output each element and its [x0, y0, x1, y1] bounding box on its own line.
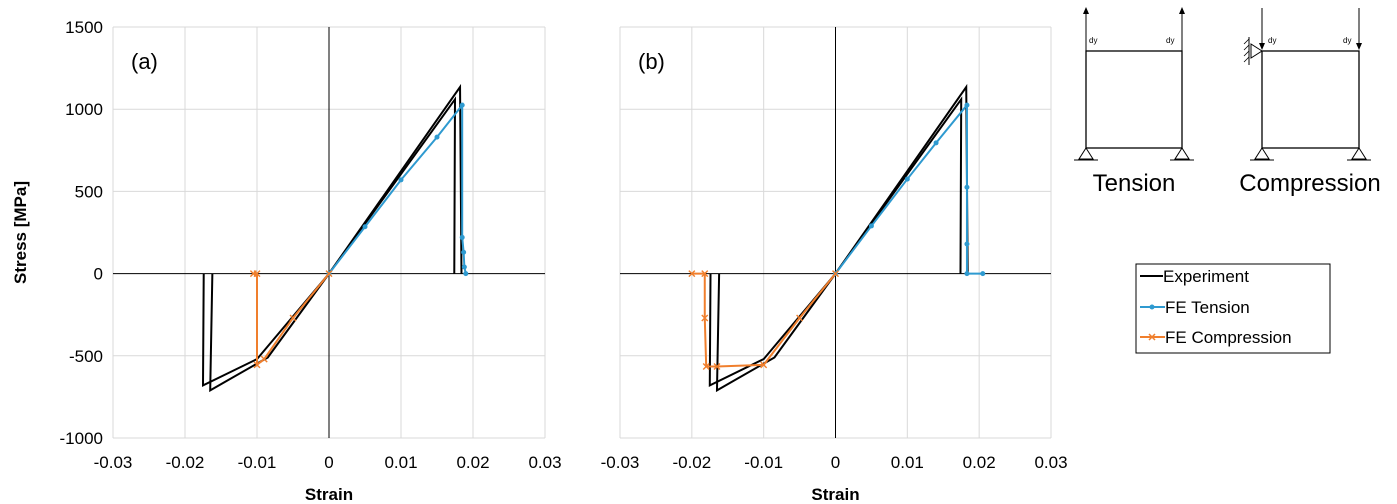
x-tick-label: -0.03 — [601, 453, 640, 472]
data-point-fe-tension — [980, 271, 986, 277]
tension-load-label-left: dy — [1089, 36, 1097, 45]
y-tick-label: 1500 — [65, 18, 103, 37]
compression-load-label-left: dy — [1268, 36, 1276, 45]
tension-support-right — [1174, 147, 1190, 160]
series-line-experiment — [715, 273, 837, 393]
data-point-fe-compression — [702, 362, 710, 370]
data-point-fe-tension — [964, 102, 970, 108]
x-axis-title: Strain — [811, 485, 859, 504]
panel-label: (a) — [131, 49, 158, 74]
data-point-fe-tension — [459, 234, 465, 240]
legend-entry-fe-tension: FE Tension — [1140, 298, 1250, 317]
compression-wall-hatch — [1243, 38, 1250, 63]
series-line-experiment — [328, 83, 463, 275]
x-tick-label: -0.01 — [744, 453, 783, 472]
panel-label: (b) — [638, 49, 665, 74]
x-tick-label: 0.01 — [384, 453, 417, 472]
x-tick-label: -0.01 — [238, 453, 277, 472]
series-line-experiment — [834, 96, 963, 275]
tension-load-label-right: dy — [1166, 36, 1174, 45]
data-point-fe-tension — [398, 177, 404, 183]
compression-caption: Compression — [1239, 170, 1380, 197]
legend-box — [1135, 263, 1331, 354]
data-point-fe-compression — [260, 355, 268, 363]
legend-label-fe-tension: FE Tension — [1165, 298, 1250, 317]
data-point-fe-tension — [461, 264, 467, 270]
data-point-fe-tension — [933, 140, 939, 146]
data-point-fe-tension — [463, 271, 469, 277]
legend-label-experiment: Experiment — [1163, 267, 1249, 286]
series-line-experiment — [209, 273, 330, 393]
x-tick-label: 0 — [324, 453, 333, 472]
compression-schematic: dy dy Compression — [1239, 8, 1381, 197]
data-point-fe-tension — [868, 223, 874, 229]
data-point-fe-tension — [964, 271, 970, 277]
data-point-fe-tension — [964, 184, 970, 190]
series-line-fe-compression — [691, 272, 837, 368]
compression-roller-support — [1250, 43, 1263, 59]
x-tick-label: -0.03 — [94, 453, 133, 472]
tension-plate — [1085, 50, 1183, 149]
compression-support-right — [1351, 147, 1367, 160]
series-line-experiment — [328, 96, 457, 275]
x-tick-label: 0.03 — [1034, 453, 1067, 472]
chart-panel-b: -0.03 -0.02 -0.01 0 0.01 0.02 0.03 Strain (b) — [601, 26, 1068, 504]
chart-panel-a: -0.03 -0.02 -0.01 0 0.01 0.02 0.03 1500 1000 500 0… — [11, 18, 562, 504]
legend-label-fe-compression: FE Compression — [1165, 328, 1292, 347]
y-tick-label: -500 — [69, 347, 103, 366]
tension-arrowhead-left — [1083, 7, 1089, 14]
data-point-fe-tension — [434, 134, 440, 140]
legend-marker-fe-compression — [1148, 333, 1156, 341]
x-tick-label: 0.03 — [528, 453, 561, 472]
data-point-fe-tension — [964, 241, 970, 247]
series-line-experiment — [708, 272, 837, 387]
data-point-fe-compression — [713, 362, 721, 370]
data-point-fe-compression — [701, 270, 709, 278]
x-tick-label: 0.02 — [963, 453, 996, 472]
x-tick-label: 0.01 — [891, 453, 924, 472]
tension-arrowhead-right — [1179, 7, 1185, 14]
data-point-fe-tension — [459, 102, 465, 108]
data-point-fe-compression — [760, 361, 768, 369]
y-tick-label: -1000 — [60, 429, 103, 448]
x-tick-label: 0.02 — [456, 453, 489, 472]
data-point-fe-compression — [796, 314, 804, 322]
data-point-fe-compression — [701, 314, 709, 322]
data-point-fe-compression — [249, 270, 257, 278]
data-point-fe-compression — [688, 270, 696, 278]
x-tick-label: -0.02 — [166, 453, 205, 472]
x-axis-title: Strain — [305, 485, 353, 504]
data-point-fe-tension — [904, 176, 910, 182]
y-tick-label: 1000 — [65, 100, 103, 119]
legend-entry-experiment: Experiment — [1140, 267, 1249, 286]
y-tick-label: 500 — [75, 182, 103, 201]
data-point-fe-tension — [362, 224, 368, 230]
y-tick-label: 0 — [94, 265, 103, 284]
y-axis-title: Stress [MPa] — [11, 181, 30, 284]
legend-marker-fe-tension — [1149, 304, 1155, 310]
tension-schematic: dy dy Tension — [1074, 7, 1194, 197]
data-point-fe-compression — [289, 314, 297, 322]
x-tick-label: 0 — [831, 453, 840, 472]
compression-load-label-right: dy — [1343, 36, 1351, 45]
legend: Experiment FE Tension FE Compression — [1135, 263, 1331, 354]
tension-caption: Tension — [1093, 170, 1176, 197]
data-point-fe-compression — [325, 270, 333, 278]
compression-support-left — [1254, 147, 1270, 160]
series-line-fe-tension — [328, 102, 467, 275]
compression-arrowhead-right — [1356, 43, 1362, 50]
series-line-experiment — [201, 272, 330, 387]
data-point-fe-tension — [461, 249, 467, 255]
compression-arrowhead-left — [1259, 43, 1265, 50]
legend-entry-fe-compression: FE Compression — [1140, 328, 1292, 347]
compression-plate — [1261, 50, 1360, 149]
x-tick-label: -0.02 — [672, 453, 711, 472]
data-point-fe-compression — [253, 361, 261, 369]
tension-support-left — [1078, 147, 1094, 160]
data-point-fe-compression — [832, 270, 839, 278]
